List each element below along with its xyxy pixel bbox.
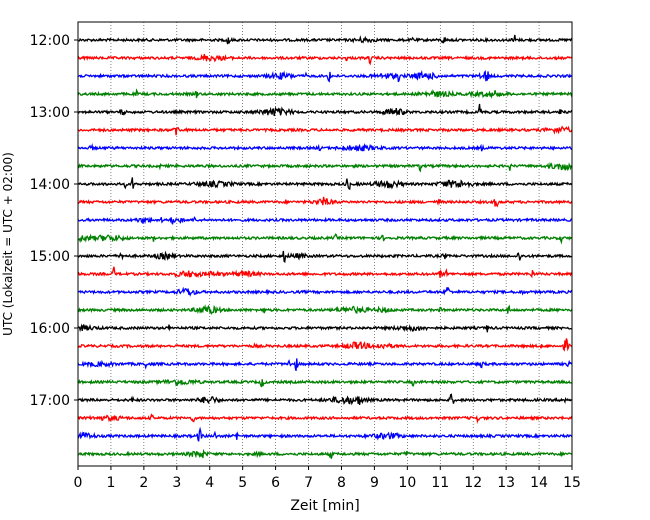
y-axis-ticks: 12:00 13:00 14:00 15:00 16:00 17:00 (30, 33, 78, 409)
seismogram-trace (77, 216, 573, 225)
seismogram-trace (77, 304, 573, 316)
seismogram-trace (77, 53, 573, 66)
seismogram-trace (77, 338, 573, 352)
seismogram-trace (77, 250, 573, 264)
x-tick-label: 11 (431, 475, 449, 491)
seismogram-trace (77, 103, 573, 117)
y-tick-label: 17:00 (30, 393, 70, 409)
traces (77, 34, 573, 459)
y-tick-label: 16:00 (30, 321, 70, 337)
y-tick-label: 12:00 (30, 33, 70, 49)
seismogram-trace (77, 286, 573, 297)
x-tick-label: 12 (464, 475, 482, 491)
x-tick-label: 15 (563, 475, 581, 491)
x-tick-label: 8 (337, 475, 346, 491)
seismogram-trace (77, 358, 573, 371)
seismogram-trace (77, 323, 573, 333)
seismogram-trace (77, 88, 573, 99)
seismogram-trace (77, 161, 573, 173)
x-tick-label: 0 (74, 475, 83, 491)
y-tick-label: 15:00 (30, 249, 70, 265)
x-tick-label: 6 (271, 475, 280, 491)
seismogram-trace (77, 378, 573, 388)
seismogram-trace (77, 266, 573, 279)
x-axis-ticks: 0 1 2 3 4 5 6 7 8 9 10 11 12 13 14 15 (74, 466, 581, 491)
seismogram-trace (77, 393, 573, 406)
y-axis-label: UTC (Lokalzeit = UTC + 02:00) (1, 152, 15, 336)
y-tick-label: 14:00 (30, 177, 70, 193)
x-tick-label: 1 (106, 475, 115, 491)
seismogram-trace (77, 426, 573, 442)
seismogram-trace (77, 177, 573, 191)
x-tick-label: 7 (304, 475, 313, 491)
x-tick-label: 9 (370, 475, 379, 491)
x-tick-label: 4 (205, 475, 214, 491)
seismogram-trace (77, 448, 573, 459)
seismogram-trace (77, 413, 573, 424)
y-tick-label: 13:00 (30, 105, 70, 121)
x-tick-label: 10 (398, 475, 416, 491)
x-axis-label: Zeit [min] (290, 498, 359, 514)
seismogram-trace (77, 233, 573, 245)
x-tick-label: 14 (530, 475, 548, 491)
seismogram-trace (77, 142, 573, 153)
x-tick-label: 2 (139, 475, 148, 491)
x-tick-label: 5 (238, 475, 247, 491)
x-tick-label: 13 (497, 475, 515, 491)
seismogram-trace (77, 34, 573, 45)
seismogram-trace (77, 69, 573, 83)
x-tick-label: 3 (172, 475, 181, 491)
seismogram-trace (77, 196, 573, 208)
plot-frame (77, 21, 573, 467)
seismogram-trace (77, 125, 573, 136)
grid-lines (110, 22, 540, 466)
